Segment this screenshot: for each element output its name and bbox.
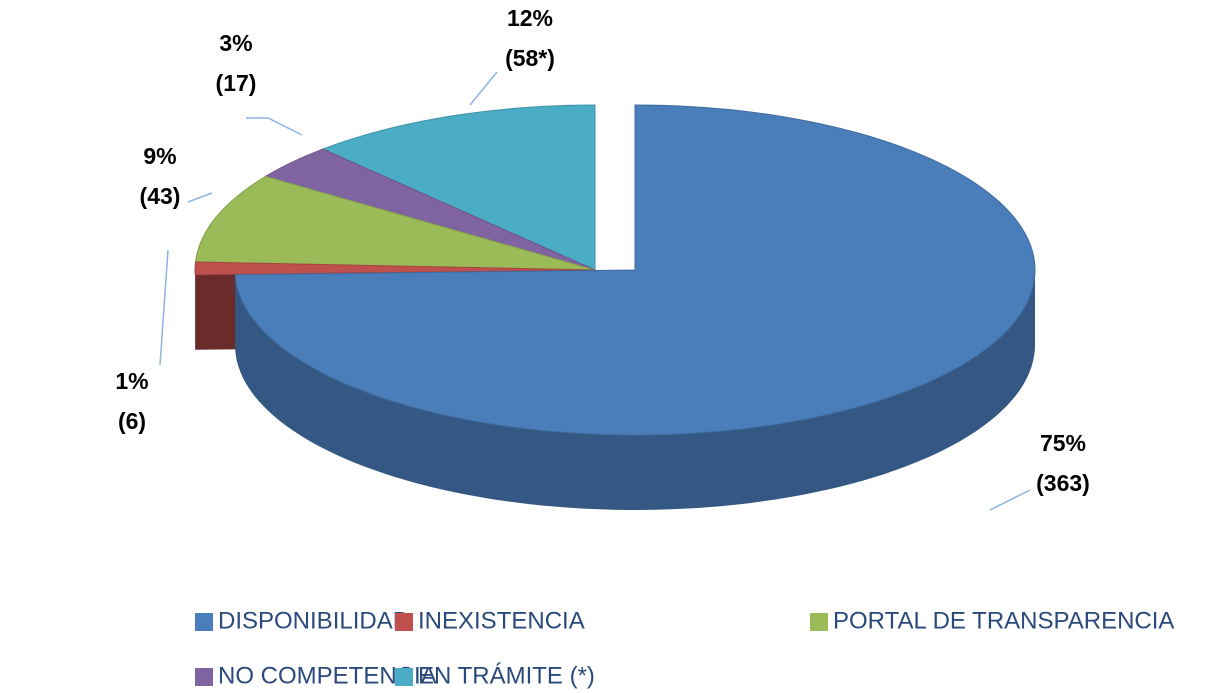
legend-swatch: [395, 668, 413, 686]
leader-line: [246, 117, 303, 136]
slice: [234, 104, 1036, 510]
slice-top: [321, 104, 596, 271]
legend-label: PORTAL DE TRANSPARENCIA: [833, 607, 1174, 634]
legend-label: DISPONIBILIDAD: [218, 607, 410, 634]
legend-swatch: [810, 613, 828, 631]
data-label: (6): [118, 408, 146, 434]
leader-line: [989, 489, 1031, 511]
legend-swatch: [395, 613, 413, 631]
slice-top: [234, 104, 1036, 436]
data-label: (17): [216, 70, 257, 96]
data-label: 12%: [507, 5, 553, 31]
slice-side: [235, 270, 1035, 510]
legend-swatch: [195, 613, 213, 631]
data-label: 1%: [115, 368, 148, 394]
leader-line: [187, 192, 213, 203]
data-label: 3%: [219, 30, 252, 56]
legend-swatch: [195, 668, 213, 686]
legend-label: INEXISTENCIA: [418, 607, 585, 634]
leader-line: [159, 249, 169, 366]
legend-label: EN TRÁMITE (*): [418, 662, 595, 689]
leader-line: [469, 71, 498, 106]
data-label: 9%: [143, 143, 176, 169]
data-label: 75%: [1040, 430, 1086, 456]
slice-top: [264, 148, 596, 271]
data-label: (58*): [505, 45, 555, 71]
data-label: (363): [1036, 470, 1090, 496]
slice-top: [194, 175, 596, 271]
data-label: (43): [140, 183, 181, 209]
